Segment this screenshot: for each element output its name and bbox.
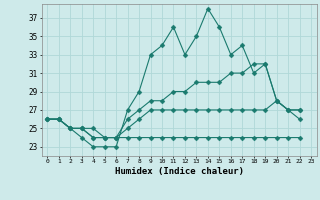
- X-axis label: Humidex (Indice chaleur): Humidex (Indice chaleur): [115, 167, 244, 176]
